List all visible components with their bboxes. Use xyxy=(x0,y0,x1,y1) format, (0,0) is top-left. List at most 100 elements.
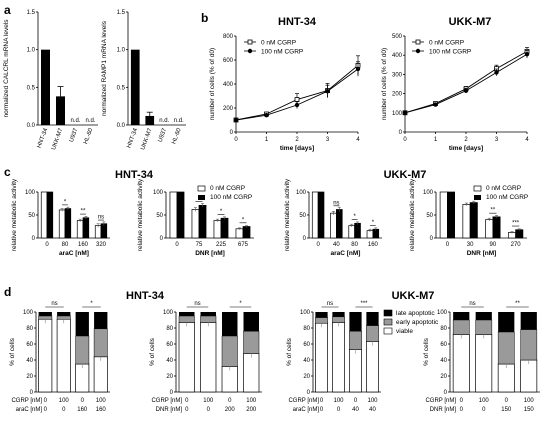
y-tick-label: 0 xyxy=(160,236,164,242)
y-axis-label: normalized CALCRL mRNA levels xyxy=(3,19,10,118)
row-value: 0 xyxy=(185,398,189,404)
x-tick-label: 4 xyxy=(356,137,360,143)
bar-segment-late-apoptotic xyxy=(38,312,52,316)
panel-d-chart-ukkm7-dnr: 0 20 40 60 80 100 % of cells 0 0 100 0 0 150 100 150 CG… xyxy=(423,301,540,413)
bar-segment-late-apoptotic xyxy=(332,312,345,317)
panel-label-a: a xyxy=(4,3,11,17)
x-tick-label: U937 xyxy=(158,127,169,143)
bar-segment-early-apoptotic xyxy=(178,315,195,323)
bar-segment-late-apoptotic xyxy=(179,312,195,316)
row-value: 100 xyxy=(367,398,378,404)
y-tick-label: 50 xyxy=(28,213,35,219)
marker-filled-circle xyxy=(233,117,239,123)
y-tick-label: 80 xyxy=(440,326,447,332)
legend-label: 100 nM CGRP xyxy=(210,194,252,201)
bar-segment-early-apoptotic xyxy=(315,317,328,324)
y-axis-label: % of cells xyxy=(149,337,156,366)
row-value: 0 xyxy=(228,398,232,404)
x-tick-label: 40 xyxy=(333,242,340,248)
row-value: 0 xyxy=(320,398,324,404)
marker-filled-circle xyxy=(494,70,499,75)
x-tick-label: 270 xyxy=(511,242,522,248)
bar-100nm xyxy=(242,226,251,239)
panel-c-chart-hnt34-dnr: 0 50 100 relative metabolic activity 0 * 75 * 22… xyxy=(137,178,254,257)
bar-segment-early-apoptotic xyxy=(56,315,71,320)
legend-marker-open xyxy=(415,39,421,45)
significance-label: *** xyxy=(512,221,520,227)
y-tick-label: 100 xyxy=(163,310,174,316)
panel-b-legend-1: 0 nM CGRP 100 nM CGRP xyxy=(244,40,303,56)
bar-100nm xyxy=(447,191,456,239)
bar-100nm xyxy=(82,217,90,239)
bar-segment-viable xyxy=(38,318,53,393)
bar-0nm xyxy=(213,220,222,239)
bar-segment-early-apoptotic xyxy=(452,319,470,335)
x-tick-label: 2 xyxy=(464,137,468,143)
y-tick-label: 0.5 xyxy=(117,85,126,91)
y-axis-label: % of cells xyxy=(286,337,293,366)
y-tick-label: 100 xyxy=(437,310,448,316)
significance-label: * xyxy=(353,214,356,220)
row-label: CGRP [nM] xyxy=(11,398,42,404)
bar-segment-early-apoptotic xyxy=(332,316,345,323)
bar-segment-late-apoptotic xyxy=(366,312,379,326)
x-axis-label: araC [nM] xyxy=(331,250,361,257)
y-tick-label: 0.0 xyxy=(27,123,36,129)
bar-segment-early-apoptotic xyxy=(93,328,108,358)
legend-label: viable xyxy=(396,328,413,335)
y-tick-label: 500 xyxy=(392,34,403,40)
y-axis-label: normalized RAMP1 mRNA levels xyxy=(101,20,108,116)
legend-label: 0 nM CGRP xyxy=(429,40,464,47)
y-tick-label: 60 xyxy=(440,342,447,348)
row-value: 100 xyxy=(203,398,214,404)
row-value: 100 xyxy=(524,398,535,404)
x-tick-label: 1 xyxy=(265,137,269,143)
y-tick-label: 400 xyxy=(223,82,234,88)
legend-swatch xyxy=(383,318,393,326)
y-tick-label: 0 xyxy=(399,130,403,136)
marker-filled-circle xyxy=(463,88,469,93)
x-tick-label: 0 xyxy=(234,137,238,143)
x-tick-label: 0 xyxy=(446,242,450,248)
bar-100nm xyxy=(176,191,185,239)
panel-d-legend: late apoptotic early apoptotic viable xyxy=(383,309,439,335)
y-tick-label: 80 xyxy=(166,326,173,332)
y-tick-label: 400 xyxy=(392,53,403,59)
bar-segment-late-apoptotic xyxy=(57,312,71,316)
bar-segment-early-apoptotic xyxy=(366,325,379,342)
bar-0nm xyxy=(58,209,66,239)
panel-c-legend-2: 0 nM CGRP 100 nM CGRP xyxy=(473,185,528,201)
x-tick-label: 75 xyxy=(196,242,203,248)
bar-label: n.d. xyxy=(174,118,184,124)
legend-swatch xyxy=(383,327,393,335)
panel-c-chart-hnt34-arac: 0 50 100 relative metabolic activity 0 * 80 ** 1… xyxy=(11,178,110,257)
y-tick-label: 100 xyxy=(25,190,36,196)
y-axis-label: relative metabolic activity xyxy=(284,178,291,251)
legend-marker-filled xyxy=(247,48,253,54)
bar-segment-late-apoptotic xyxy=(94,312,108,329)
y-tick-label: 0 xyxy=(303,236,307,242)
bar-100nm xyxy=(336,209,343,239)
bar-segment-late-apoptotic xyxy=(453,312,470,320)
marker-filled-circle xyxy=(433,102,438,107)
bar-0nm xyxy=(169,191,178,239)
significance-label: * xyxy=(372,220,375,226)
bar-segment-early-apoptotic xyxy=(221,335,238,367)
bar-segment-viable xyxy=(349,349,362,393)
y-tick-label: 100 xyxy=(153,190,164,196)
row-value: 0 xyxy=(185,407,189,413)
row-value: 0 xyxy=(81,398,85,404)
row-value: 0 xyxy=(460,398,464,404)
row-label: CGRP [nM] xyxy=(425,398,456,404)
row-value: 100 xyxy=(246,398,257,404)
y-tick-label: 0 xyxy=(230,130,234,136)
series-line xyxy=(404,53,528,114)
legend-label: 0 nM CGRP xyxy=(486,185,521,192)
bar-segment-early-apoptotic xyxy=(38,315,53,320)
bar-0nm xyxy=(311,191,319,239)
y-tick-label: 20 xyxy=(303,374,310,380)
panel-d-title-2: UKK-M7 xyxy=(392,290,435,302)
y-tick-label: 0.5 xyxy=(27,85,36,91)
x-axis-label: time [days] xyxy=(449,145,483,152)
